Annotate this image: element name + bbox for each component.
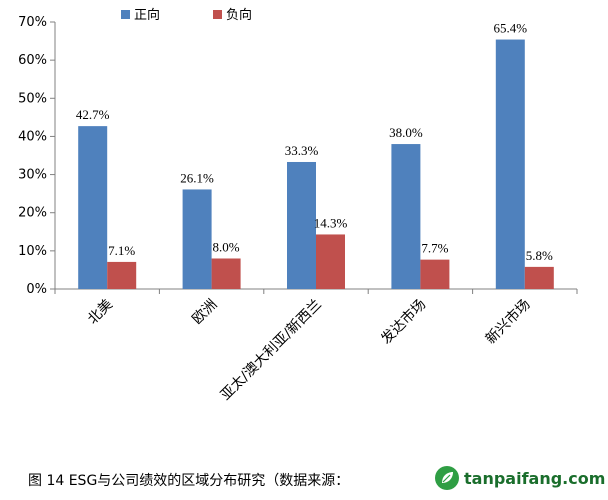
legend-label: 负向 — [226, 7, 252, 23]
watermark: tanpaifang.com — [432, 463, 608, 493]
data-label: 65.4% — [494, 21, 528, 36]
data-label: 8.0% — [213, 239, 240, 254]
y-axis: 0% 10% 20% 30% 40% 50% 60% 70% — [18, 15, 56, 297]
data-label: 14.3% — [314, 215, 348, 230]
figure-caption: 图 14 ESG与公司绩效的区域分布研究（数据来源： — [28, 473, 350, 489]
y-tick-label: 10% — [18, 244, 47, 259]
x-category-label: 新兴市场 — [482, 296, 534, 348]
watermark-text: tanpaifang.com — [464, 468, 606, 488]
x-category-label: 发达市场 — [378, 296, 430, 348]
data-label: 7.7% — [421, 241, 448, 256]
y-tick-label: 20% — [18, 206, 47, 221]
y-tick-label: 50% — [18, 91, 47, 106]
data-label: 26.1% — [180, 170, 214, 185]
bars — [78, 39, 554, 289]
bar-negative — [316, 234, 345, 289]
legend: 正向 负向 — [121, 7, 252, 23]
y-tick-label: 30% — [18, 168, 47, 183]
y-tick-label: 40% — [18, 129, 47, 144]
data-labels: 42.7% 7.1% 26.1% 8.0% 33.3% 14.3% 38.0% 7.7% 65.… — [76, 21, 553, 263]
data-label: 42.7% — [76, 107, 110, 122]
bar-positive — [182, 189, 212, 289]
x-category-label: 欧洲 — [189, 297, 220, 328]
bar-negative — [211, 258, 241, 289]
bar-positive — [495, 39, 525, 289]
legend-swatch — [213, 10, 222, 19]
x-category-label: 亚太/澳大利亚/新西兰 — [218, 297, 325, 404]
data-label: 38.0% — [389, 125, 423, 140]
bar-positive — [78, 126, 108, 289]
leaf-logo-icon — [435, 466, 459, 490]
bar-positive — [391, 144, 421, 289]
bar-negative — [524, 266, 554, 289]
data-label: 7.1% — [108, 243, 135, 258]
y-tick-label: 70% — [18, 15, 47, 30]
bar-negative — [420, 259, 450, 289]
bar-positive — [287, 161, 316, 289]
y-tick-label: 0% — [26, 282, 47, 297]
x-category-label: 北美 — [85, 297, 116, 328]
data-label: 5.8% — [526, 248, 553, 263]
y-tick-label: 60% — [18, 53, 47, 68]
legend-swatch — [121, 10, 130, 19]
data-label: 33.3% — [285, 143, 319, 158]
bar-negative — [107, 261, 137, 289]
legend-label: 正向 — [134, 7, 160, 23]
